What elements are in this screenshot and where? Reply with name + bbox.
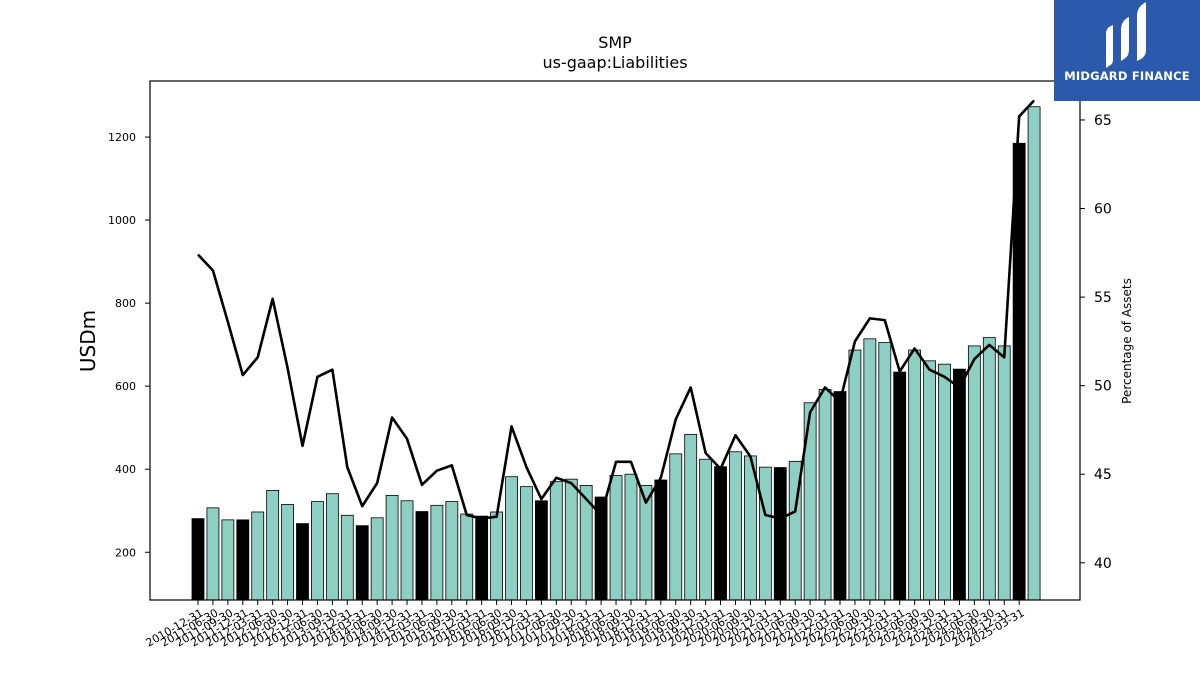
bar [490,511,504,601]
bar [923,360,936,601]
y-axis-label: USDm [76,310,100,372]
bar [773,467,787,601]
bar [221,519,235,601]
bar [982,337,996,601]
bar [863,338,877,601]
bar [191,518,205,601]
bar [833,391,847,601]
y-tick-label: 600 [115,380,136,393]
plot-frame [149,80,1081,601]
bar [878,342,892,601]
bar [505,476,518,601]
bar [699,458,713,601]
logo-text: MIDGARD FINANCE [1064,69,1190,83]
right-tick-label: 40 [1094,556,1112,572]
y-tick-label: 200 [115,546,136,559]
right-axis-label: Percentage of Assets [1120,278,1134,404]
bar [325,493,339,601]
bar [266,489,280,601]
y-tick-label: 1000 [108,214,136,227]
bar [340,514,354,601]
y-tick-label: 400 [115,463,136,476]
bar [997,345,1011,601]
bar [818,389,832,601]
y-tick-label: 1200 [108,131,136,144]
bar [684,433,698,601]
bar [445,501,459,601]
bar [236,519,250,601]
bar [953,368,966,601]
line-layer [197,99,1036,520]
bar [654,479,668,601]
right-tick-label: 65 [1094,113,1112,129]
bar [251,511,265,601]
bar [206,507,220,601]
bar [669,453,683,601]
y-tick-label: 800 [115,297,136,310]
bar [758,466,772,601]
right-tick-label: 45 [1094,467,1112,483]
bar [1027,106,1041,601]
right-axis: 40 45 50 55 60 65 [1080,113,1112,572]
bar [908,349,922,601]
bar [714,466,727,601]
logo-mark-icon [1106,2,1146,68]
right-tick-label: 50 [1094,379,1112,395]
bar [460,513,474,601]
right-tick-label: 60 [1094,202,1112,218]
bar [893,371,907,601]
bar [311,501,324,601]
chart-subtitle: us-gaap:Liabilities [542,53,687,72]
bar [370,517,384,601]
bar [355,525,369,601]
bar [729,451,742,601]
right-tick-label: 55 [1094,290,1112,306]
bar [385,494,399,601]
bar [475,515,489,601]
logo: MIDGARD FINANCE [1054,0,1200,101]
series-line [197,99,1036,520]
bar [564,478,578,601]
bar [609,475,623,601]
chart-title: SMP [598,33,632,52]
bar [848,349,862,601]
bar [520,486,533,601]
bar [400,500,414,601]
bar [534,500,548,601]
bar [1012,142,1026,601]
bar [549,481,563,601]
bar [415,511,429,601]
bar [281,504,294,601]
bar [624,473,638,601]
x-axis: 2010-12-312011-06-302011-09-302011-12-31… [144,600,1027,650]
bar [296,523,309,601]
bar [967,345,981,601]
left-axis: 200 400 600 800 1000 1200 [108,131,150,559]
bar [430,504,444,601]
bar [938,363,951,601]
